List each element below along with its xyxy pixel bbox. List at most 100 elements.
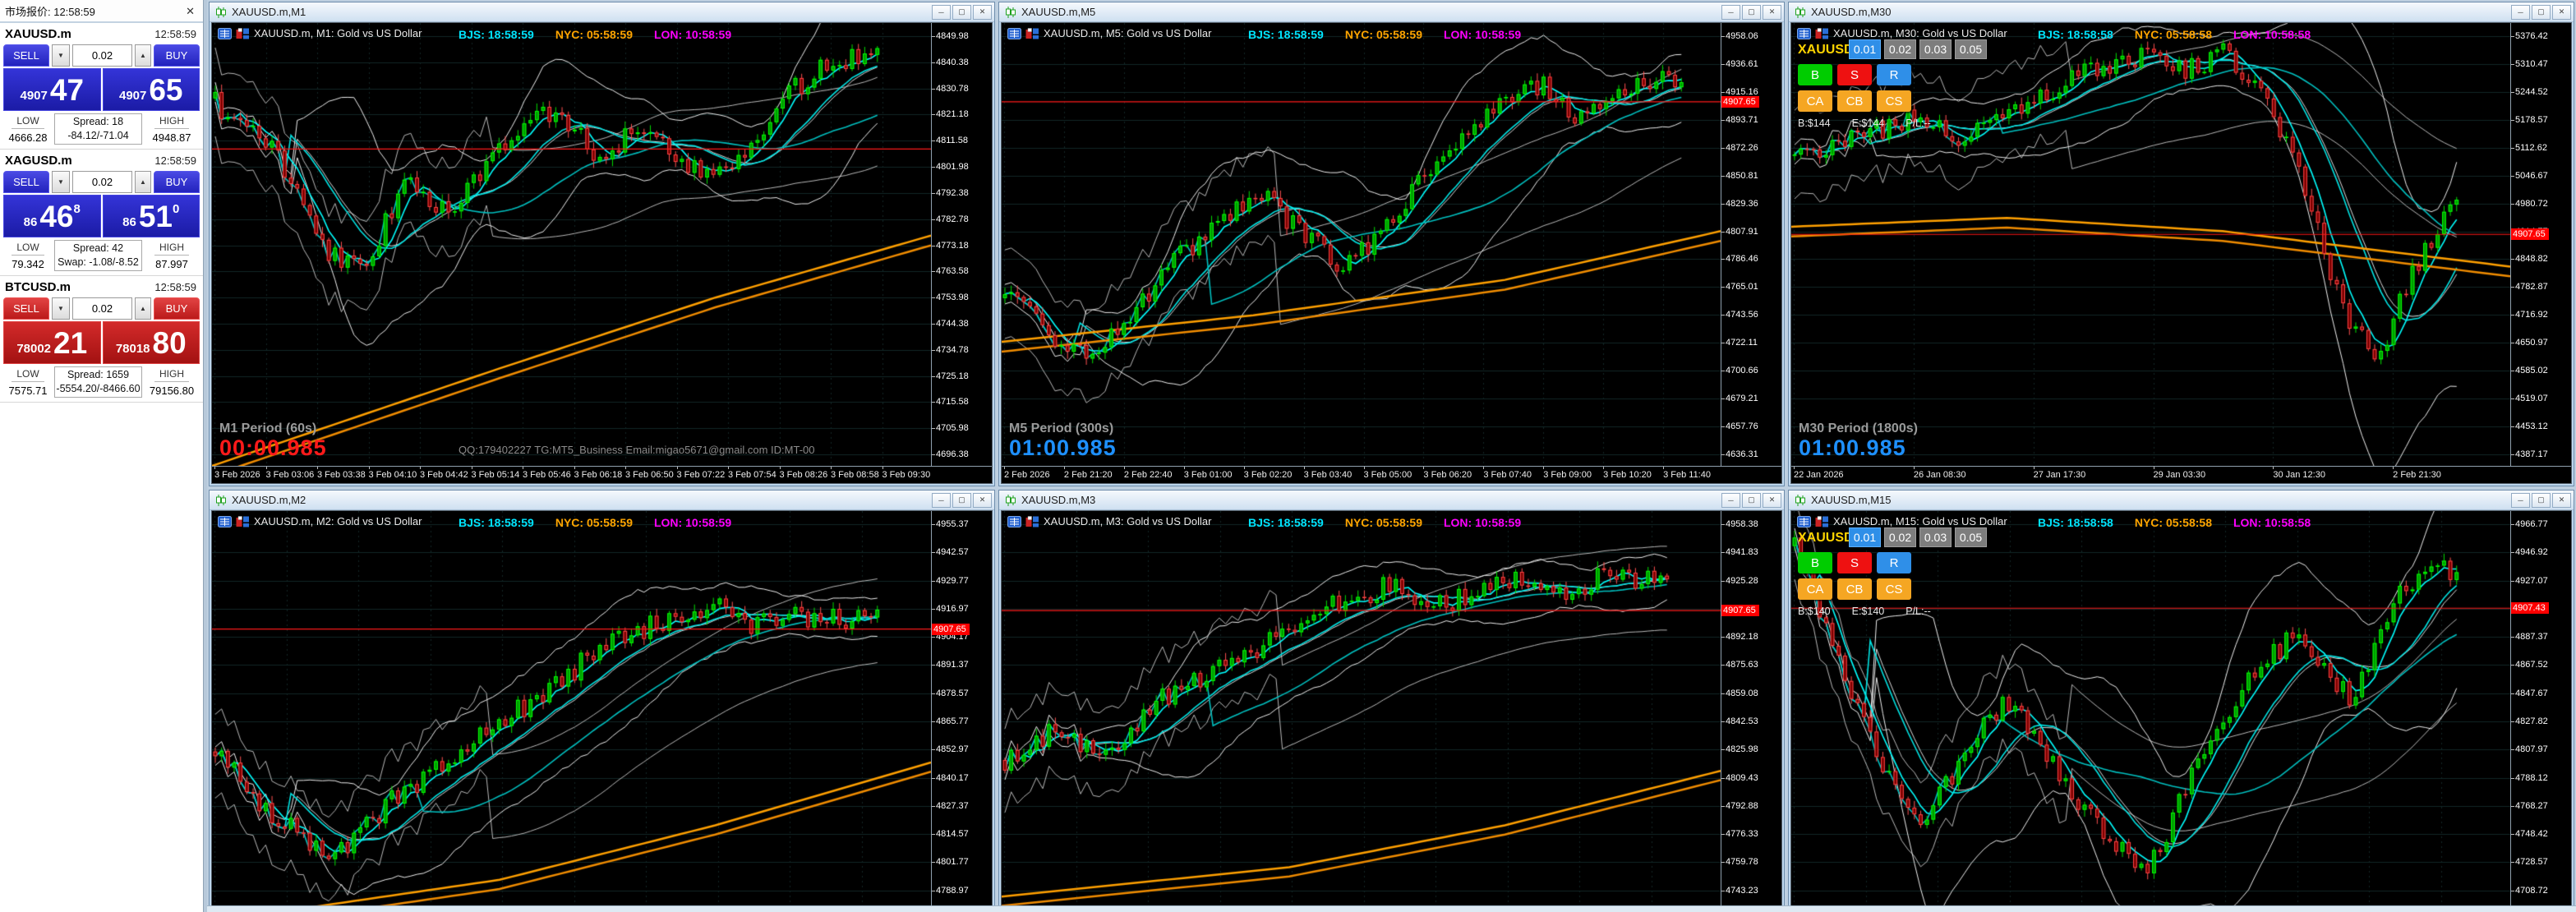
lot-size-button[interactable]: 0.01 — [1849, 39, 1881, 59]
candlestick-chart-canvas[interactable] — [1791, 23, 2510, 466]
chart-type-icon — [1815, 515, 1829, 527]
minimize-button[interactable]: ─ — [2511, 492, 2530, 508]
volume-input[interactable]: 0.02 — [72, 44, 132, 67]
candlestick-chart-canvas[interactable] — [212, 23, 931, 466]
symbol-header-row: XAUUSD.m 12:58:59 — [0, 23, 203, 44]
close-button[interactable]: ✕ — [973, 492, 992, 508]
lot-size-button[interactable]: 0.01 — [1849, 527, 1881, 547]
quote-time: 12:58:59 — [154, 281, 196, 293]
window-title-bar[interactable]: XAUUSD.m,M3 ─ ▢ ✕ — [999, 491, 1784, 510]
volume-stepper-up[interactable]: ▲ — [135, 171, 151, 193]
lot-size-button[interactable]: 0.02 — [1884, 527, 1916, 547]
maximize-button[interactable]: ▢ — [2532, 492, 2551, 508]
buy-button[interactable]: BUY — [154, 297, 200, 320]
minimize-button[interactable]: ─ — [932, 4, 951, 20]
quote-time: 12:58:59 — [154, 154, 196, 167]
close-button[interactable]: ✕ — [973, 4, 992, 20]
close-button[interactable]: ✕ — [1763, 492, 1781, 508]
candlestick-window-icon — [214, 494, 228, 506]
volume-stepper-up[interactable]: ▲ — [135, 297, 151, 320]
close-icon[interactable]: ✕ — [186, 4, 195, 17]
bid-price-box[interactable]: 86 46 8 — [3, 195, 101, 237]
symbol-name[interactable]: XAUUSD.m — [5, 27, 71, 41]
symbol-name[interactable]: BTCUSD.m — [5, 280, 71, 294]
maximize-button[interactable]: ▢ — [952, 492, 971, 508]
close-all-button[interactable]: CA — [1798, 578, 1832, 600]
window-title-bar[interactable]: XAUUSD.m,M2 ─ ▢ ✕ — [210, 491, 994, 510]
price-axis-label: 4929.77 — [932, 575, 969, 586]
close-button[interactable]: ✕ — [1763, 4, 1781, 20]
lot-size-button[interactable]: 0.03 — [1919, 527, 1952, 547]
close-sells-button[interactable]: CS — [1877, 90, 1911, 112]
symbol-header-row: XAGUSD.m 12:58:59 — [0, 150, 203, 170]
close-all-button[interactable]: CA — [1798, 90, 1832, 112]
ask-price-box[interactable]: 86 51 0 — [102, 195, 200, 237]
candlestick-chart-canvas[interactable] — [1791, 511, 2510, 912]
symbol-stats: LOW 4666.28 Spread: 18 -84.12/-71.04 HIG… — [0, 111, 203, 145]
ask-price-box[interactable]: 78018 80 — [102, 321, 200, 364]
sell-button[interactable]: SELL — [3, 44, 49, 67]
time-axis-label: 2 Feb 21:20 — [1063, 467, 1113, 480]
close-button[interactable]: ✕ — [2552, 4, 2571, 20]
minimize-button[interactable]: ─ — [932, 492, 951, 508]
window-title-bar[interactable]: XAUUSD.m,M1 ─ ▢ ✕ — [210, 2, 994, 22]
ask-price-box[interactable]: 4907 65 — [102, 68, 200, 111]
sell-button[interactable]: S — [1837, 552, 1872, 573]
price-axis-label: 4859.08 — [1721, 688, 1758, 698]
close-button[interactable]: ✕ — [2552, 492, 2571, 508]
symbol-name[interactable]: XAGUSD.m — [5, 154, 72, 168]
volume-stepper-up[interactable]: ▲ — [135, 44, 151, 67]
price-axis-label: 4958.38 — [1721, 519, 1758, 529]
lot-size-button[interactable]: 0.02 — [1884, 39, 1916, 59]
bid-price-digits: 46 — [39, 199, 74, 233]
price-axis-label: 4811.58 — [932, 136, 968, 146]
maximize-button[interactable]: ▢ — [2532, 4, 2551, 20]
window-title-bar[interactable]: XAUUSD.m,M30 ─ ▢ ✕ — [1789, 2, 2574, 22]
reverse-button[interactable]: R — [1877, 552, 1911, 573]
buy-button[interactable]: BUY — [154, 171, 200, 193]
balance-info: B:$140 — [1798, 606, 1831, 617]
bid-price-box[interactable]: 4907 47 — [3, 68, 101, 111]
sell-button[interactable]: SELL — [3, 171, 49, 193]
bid-price-box[interactable]: 78002 21 — [3, 321, 101, 364]
lot-size-button[interactable]: 0.03 — [1919, 39, 1952, 59]
maximize-button[interactable]: ▢ — [952, 4, 971, 20]
candlestick-chart-canvas[interactable] — [1002, 511, 1721, 912]
buy-button[interactable]: B — [1798, 552, 1832, 573]
workspace-scrollbar[interactable] — [207, 905, 2576, 912]
reverse-button[interactable]: R — [1877, 64, 1911, 85]
chart-window: XAUUSD.m,M1 ─ ▢ ✕ XAUUSD.m, M1: Gold vs … — [209, 2, 995, 486]
sell-button[interactable]: S — [1837, 64, 1872, 85]
candlestick-chart-canvas[interactable] — [1002, 23, 1721, 466]
world-clocks: BJS: 18:58:58 NYC: 05:58:58 LON: 10:58:5… — [2038, 516, 2311, 529]
buy-button[interactable]: B — [1798, 64, 1832, 85]
volume-input[interactable]: 0.02 — [72, 171, 132, 193]
lot-size-button[interactable]: 0.05 — [1955, 527, 1987, 547]
quotes-icon — [1007, 27, 1021, 39]
maximize-button[interactable]: ▢ — [1742, 4, 1761, 20]
close-buys-button[interactable]: CB — [1837, 578, 1872, 600]
volume-input[interactable]: 0.02 — [72, 297, 132, 320]
close-sells-button[interactable]: CS — [1877, 578, 1911, 600]
window-title-bar[interactable]: XAUUSD.m,M15 ─ ▢ ✕ — [1789, 491, 2574, 510]
minimize-button[interactable]: ─ — [2511, 4, 2530, 20]
price-axis-label: 5112.62 — [2511, 142, 2547, 153]
buy-button[interactable]: BUY — [154, 44, 200, 67]
order-options-dropdown[interactable]: ▼ — [52, 297, 70, 320]
account-info-row: B:$144 E:$144 P/L:-- — [1798, 117, 1931, 129]
current-price-tag: 4907.65 — [1721, 605, 1759, 617]
order-options-dropdown[interactable]: ▼ — [52, 171, 70, 193]
minimize-button[interactable]: ─ — [1721, 4, 1740, 20]
minimize-button[interactable]: ─ — [1721, 492, 1740, 508]
price-axis-label: 4867.52 — [2511, 660, 2548, 670]
close-buys-button[interactable]: CB — [1837, 90, 1872, 112]
lot-size-button[interactable]: 0.05 — [1955, 39, 1987, 59]
window-title-bar[interactable]: XAUUSD.m,M5 ─ ▢ ✕ — [999, 2, 1784, 22]
order-options-dropdown[interactable]: ▼ — [52, 44, 70, 67]
maximize-button[interactable]: ▢ — [1742, 492, 1761, 508]
chart-type-icon — [1025, 515, 1039, 527]
candlestick-chart-canvas[interactable] — [212, 511, 931, 912]
time-axis: 22 Jan 2026 26 Jan 08:30 27 Jan 17:30 29 Ja… — [1791, 466, 2571, 483]
sell-button[interactable]: SELL — [3, 297, 49, 320]
equity-info: E:$140 — [1851, 606, 1885, 617]
